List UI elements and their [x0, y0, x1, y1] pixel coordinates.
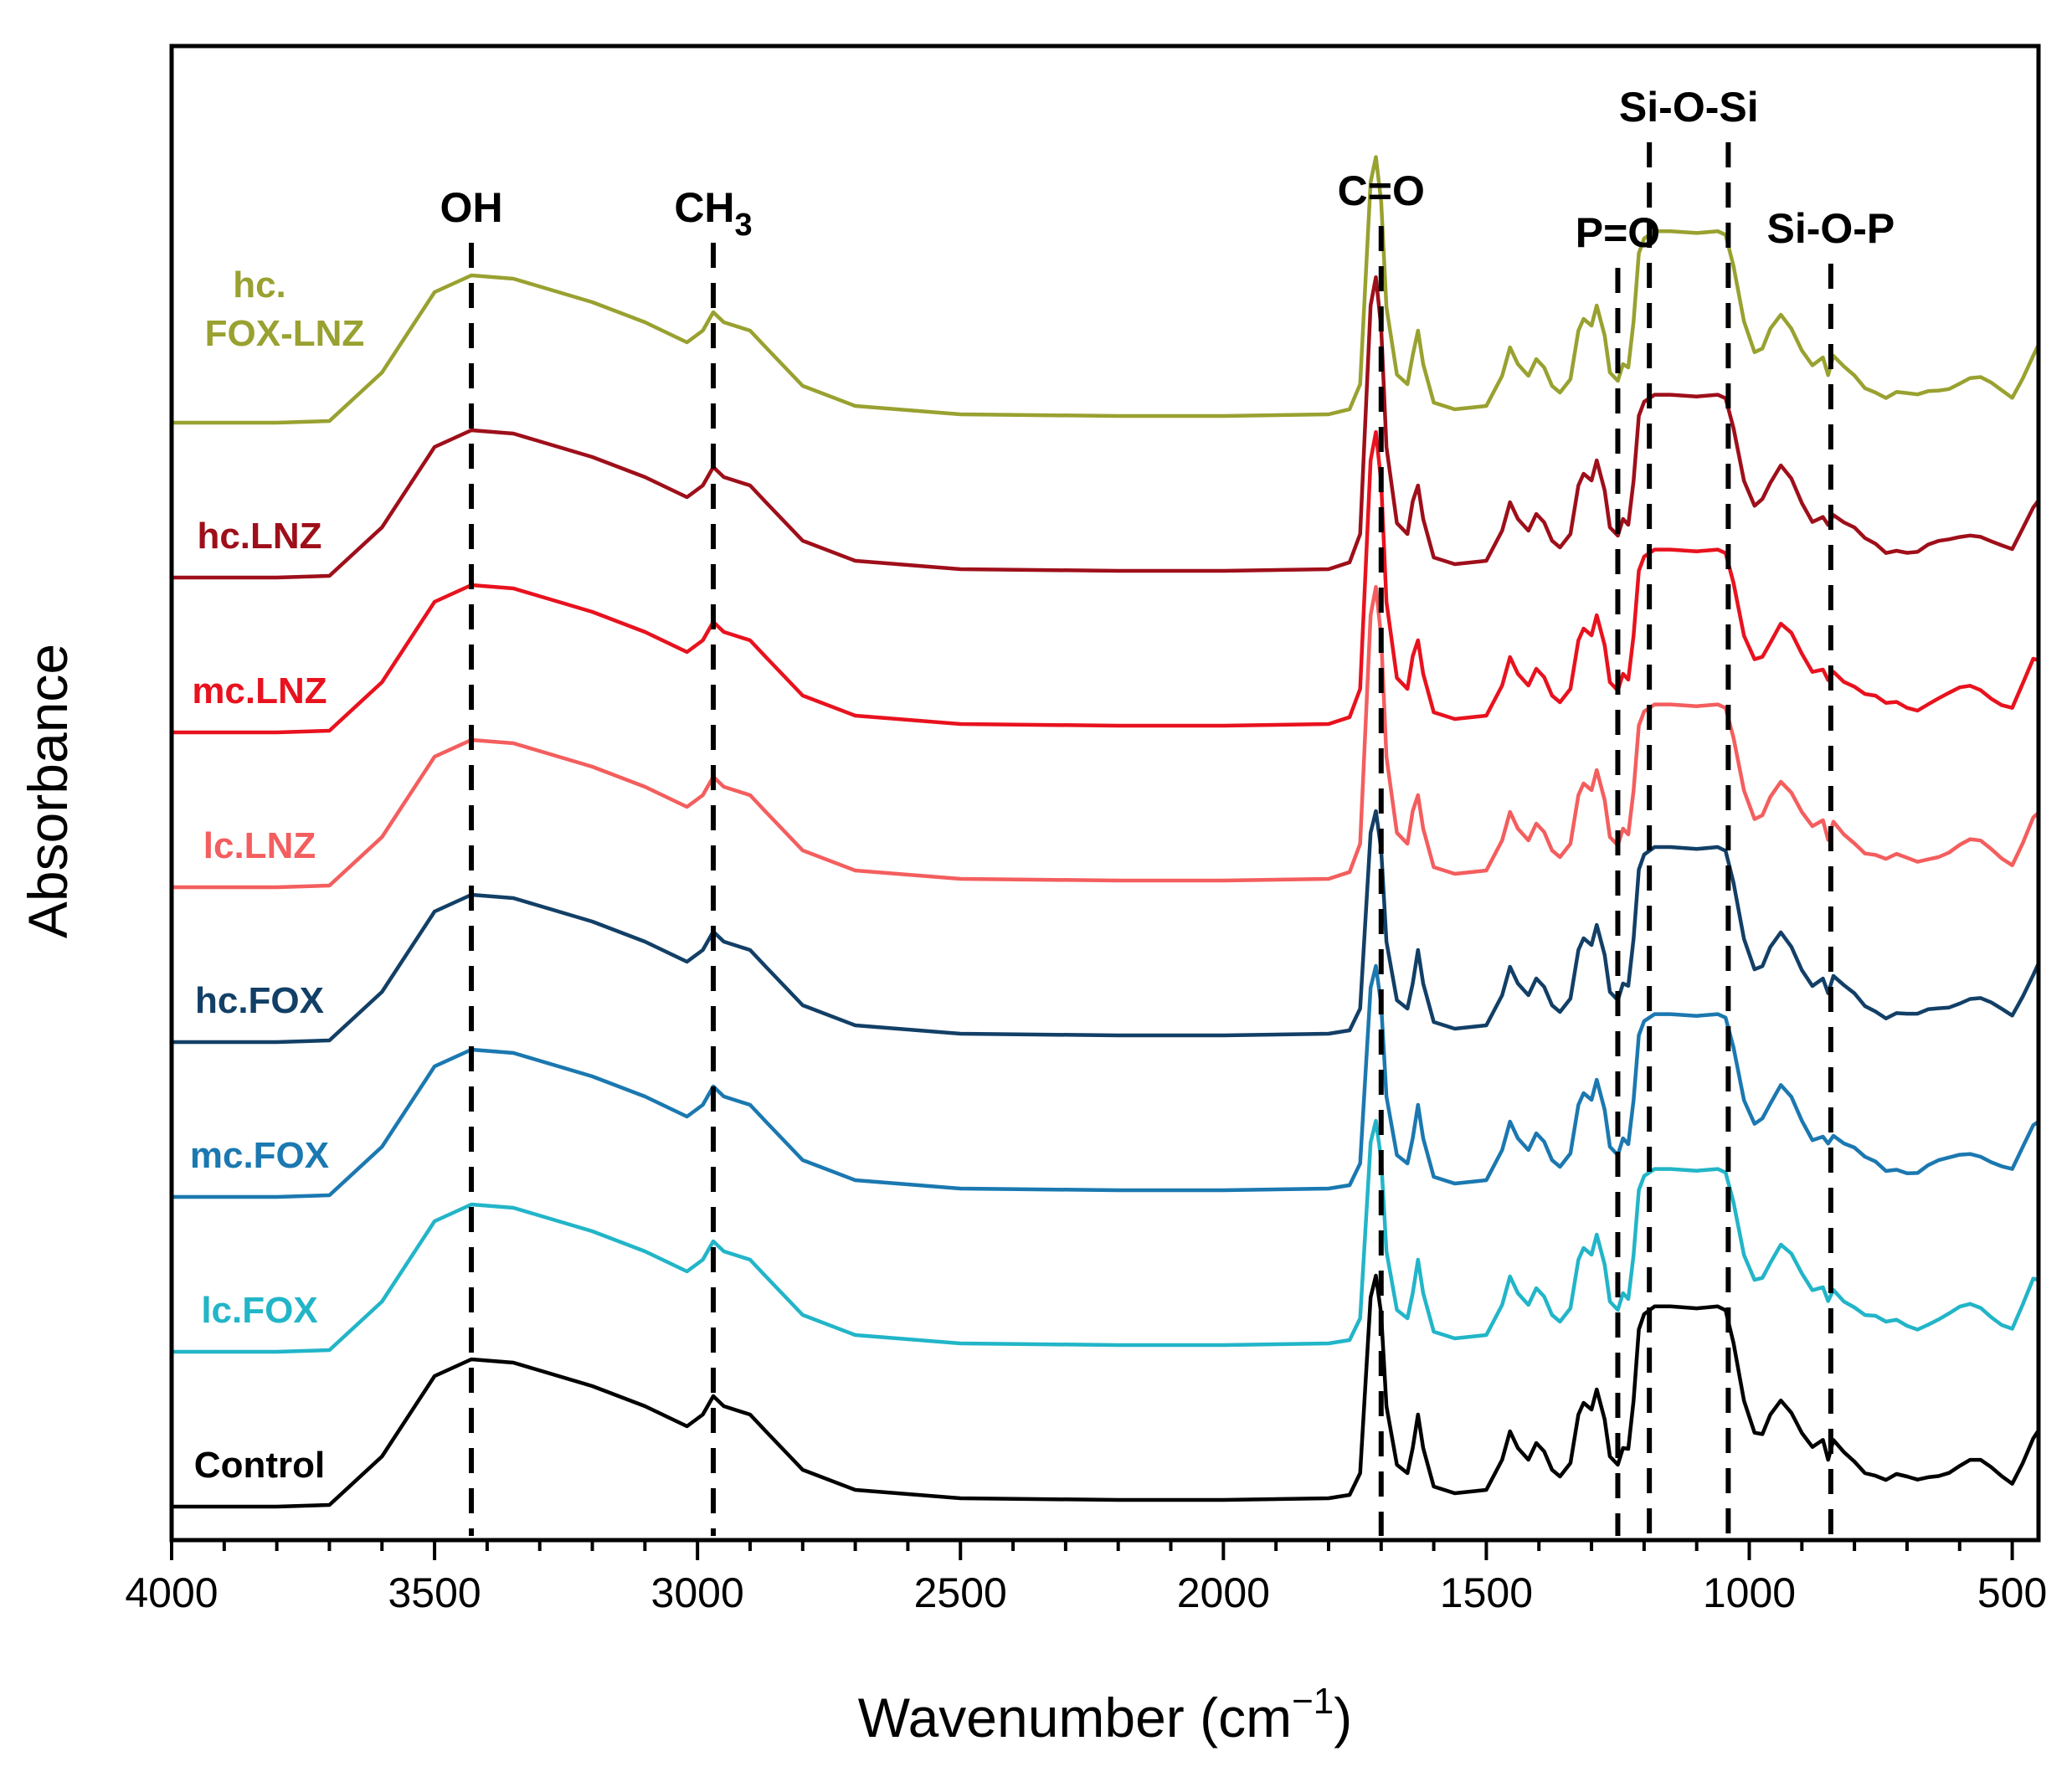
x-tick-label: 3000 [651, 1569, 744, 1616]
series-label: hc. FOX-LNZ [205, 264, 365, 354]
series-line-hc-lnz [172, 275, 2040, 580]
x-axis-title-superscript: −1 [1292, 1681, 1334, 1722]
series-label: hc.FOX [195, 980, 324, 1021]
series-label: lc.LNZ [203, 825, 316, 866]
x-tick-label: 1000 [1703, 1569, 1796, 1616]
y-axis-title: Absorbance [17, 644, 79, 938]
band-label: P=O [1576, 209, 1660, 256]
x-tick-label: 4000 [125, 1569, 218, 1616]
series-line-lc-lnz [172, 584, 2040, 890]
x-axis-title-main: Wavenumber (cm [858, 1687, 1292, 1749]
series-label: mc.FOX [190, 1135, 329, 1176]
band-label: OH [440, 184, 503, 231]
x-axis-title: Wavenumber (cm−1) [858, 1681, 1353, 1749]
band-label: CH3 [674, 184, 752, 243]
band-label-subscript: 3 [735, 208, 753, 243]
series-line-control [172, 1273, 2040, 1509]
x-tick-label: 1500 [1440, 1569, 1533, 1616]
series-label: lc.FOX [201, 1290, 317, 1331]
band-markers: OH CH3 C=O P=O Si-O-Si Si-O-P [440, 84, 1895, 1536]
band-label: Si-O-P [1766, 205, 1895, 252]
x-axis-title-close: ) [1334, 1687, 1352, 1749]
series-line-lc-fox [172, 1118, 2039, 1354]
x-tick-label: 3500 [388, 1569, 481, 1616]
series-label: hc.LNZ [197, 516, 321, 557]
series-label: mc.LNZ [192, 670, 326, 711]
series-layer: Control lc.FOX mc.FOX hc.FOX lc.LNZ mc.LNZ hc.… [172, 155, 2041, 1509]
series-label-line-1: hc. [233, 264, 286, 306]
band-label: Si-O-Si [1619, 84, 1759, 131]
series-line-hc- [172, 155, 2041, 425]
x-tick-label: 2000 [1177, 1569, 1270, 1616]
series-label-line-2: FOX-LNZ [205, 313, 365, 354]
plot-frame [169, 44, 2041, 1543]
series-label: Control [194, 1445, 325, 1486]
series-line-mc-fox [172, 963, 2040, 1199]
x-tick-label: 500 [1977, 1569, 2047, 1616]
series-line-hc-fox [172, 809, 2041, 1045]
x-tick-label: 2500 [914, 1569, 1007, 1616]
band-label: C=O [1338, 167, 1425, 214]
series-line-mc-lnz [172, 429, 2039, 735]
x-axis: 4000 3500 3000 2500 2000 1500 1000 500 [125, 1540, 2047, 1616]
